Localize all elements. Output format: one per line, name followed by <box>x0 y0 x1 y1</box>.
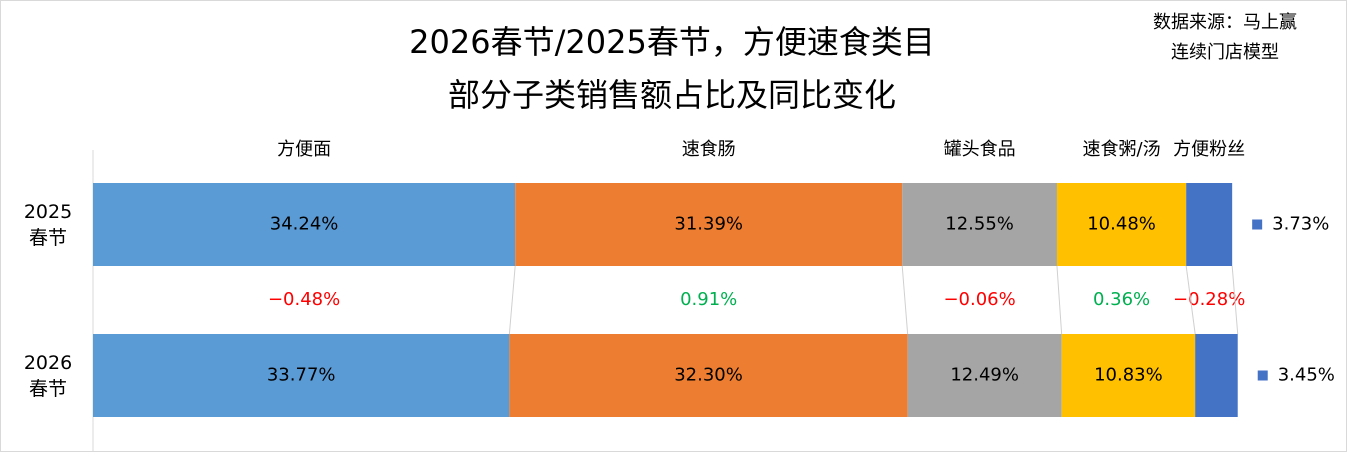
bar <box>509 334 908 417</box>
bar <box>1195 334 1238 417</box>
bar <box>1056 183 1187 266</box>
source: 连续门店模型 <box>1171 42 1279 63</box>
series-connector <box>508 265 516 335</box>
change-label: 0.91% <box>680 289 737 310</box>
data-label: 34.24% <box>270 214 339 235</box>
data-label: 10.83% <box>1094 365 1163 386</box>
change-label: −0.48% <box>268 289 340 310</box>
series-label: 速食粥/汤 <box>1083 139 1161 160</box>
series-connector <box>1056 265 1063 335</box>
data-label: 31.39% <box>674 214 743 235</box>
data-label: 3.45% <box>1278 365 1335 386</box>
data-label: 3.73% <box>1272 214 1329 235</box>
bar <box>1186 183 1233 266</box>
bar <box>907 334 1062 417</box>
data-label: 12.55% <box>945 214 1014 235</box>
data-label: 12.49% <box>950 365 1019 386</box>
bar <box>1061 334 1196 417</box>
data-label: 10.48% <box>1087 214 1156 235</box>
label-marker <box>1252 219 1263 230</box>
data-label: 33.77% <box>267 365 336 386</box>
chart-title: 2026春节/2025春节，方便速食类目 <box>409 23 935 61</box>
chart-title: 部分子类销售额占比及同比变化 <box>448 76 896 114</box>
series-connector <box>1185 265 1196 335</box>
y-tick-label: 2026 春节 <box>23 351 73 400</box>
bar <box>515 183 903 266</box>
bar <box>93 183 516 266</box>
change-label: −0.06% <box>943 289 1015 310</box>
data-label: 32.30% <box>674 365 743 386</box>
series-connector <box>901 265 909 335</box>
label-marker <box>1257 370 1268 381</box>
series-label: 方便粉丝 <box>1173 139 1245 160</box>
bar <box>902 183 1057 266</box>
source: 数据来源：马上赢 <box>1153 11 1297 33</box>
series-label: 速食肠 <box>682 139 736 160</box>
y-tick-label: 2025 春节 <box>23 200 73 249</box>
series-label: 罐头食品 <box>944 139 1016 160</box>
bar <box>93 334 510 417</box>
series-connector <box>1231 265 1239 335</box>
change-label: 0.36% <box>1093 289 1150 310</box>
series-label: 方便面 <box>277 139 331 160</box>
